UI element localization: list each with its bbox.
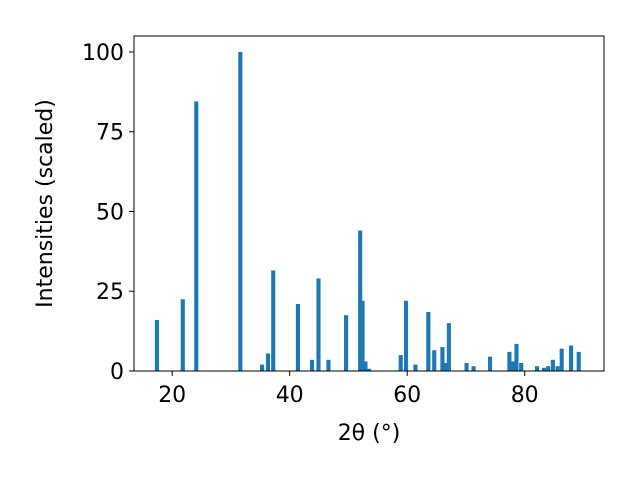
bar xyxy=(413,364,418,371)
bar xyxy=(398,355,403,371)
y-axis: 0 25 50 75 100 xyxy=(82,41,134,385)
bar xyxy=(363,361,368,371)
bar xyxy=(550,359,555,371)
bar xyxy=(440,347,445,371)
bar xyxy=(271,270,276,371)
bar xyxy=(238,51,243,371)
bar xyxy=(309,359,315,371)
bar xyxy=(519,363,524,371)
bar-series xyxy=(154,51,581,372)
bar xyxy=(260,364,265,371)
bar xyxy=(443,363,448,371)
x-tick-label: 20 xyxy=(158,383,186,408)
bar xyxy=(542,367,547,371)
bar xyxy=(569,345,574,371)
bar xyxy=(507,351,512,371)
bar xyxy=(265,353,270,371)
bar xyxy=(471,366,476,371)
bar xyxy=(576,351,581,371)
bar xyxy=(464,363,469,371)
bar xyxy=(326,359,331,371)
y-tick-label: 100 xyxy=(82,41,124,66)
y-axis-label: Intensities (scaled) xyxy=(33,99,58,308)
bar xyxy=(555,366,560,371)
bar xyxy=(487,356,493,371)
bar xyxy=(344,315,349,371)
bar xyxy=(514,343,519,371)
bar xyxy=(358,230,363,371)
y-tick-label: 25 xyxy=(96,280,124,305)
bar xyxy=(403,300,409,371)
bar xyxy=(559,348,564,371)
y-tick-label: 75 xyxy=(96,121,124,146)
plot-frame xyxy=(133,35,605,372)
x-tick-label: 80 xyxy=(511,383,539,408)
y-tick-label: 50 xyxy=(96,200,124,225)
bar xyxy=(360,300,365,371)
bar xyxy=(432,350,437,371)
bar xyxy=(446,323,451,371)
y-tick-label: 0 xyxy=(110,360,124,385)
x-tick-label: 60 xyxy=(393,383,421,408)
bar xyxy=(194,101,199,372)
bar xyxy=(511,361,516,371)
x-axis: 20 40 60 80 xyxy=(158,371,539,408)
bar xyxy=(366,368,372,371)
bar xyxy=(316,278,321,371)
x-tick-label: 40 xyxy=(276,383,304,408)
bar xyxy=(295,304,300,371)
bar xyxy=(426,311,431,371)
bar xyxy=(534,366,540,371)
bar xyxy=(154,319,159,371)
bar xyxy=(180,299,185,371)
x-axis-label: 2θ (°) xyxy=(338,421,401,446)
bar xyxy=(546,366,551,371)
